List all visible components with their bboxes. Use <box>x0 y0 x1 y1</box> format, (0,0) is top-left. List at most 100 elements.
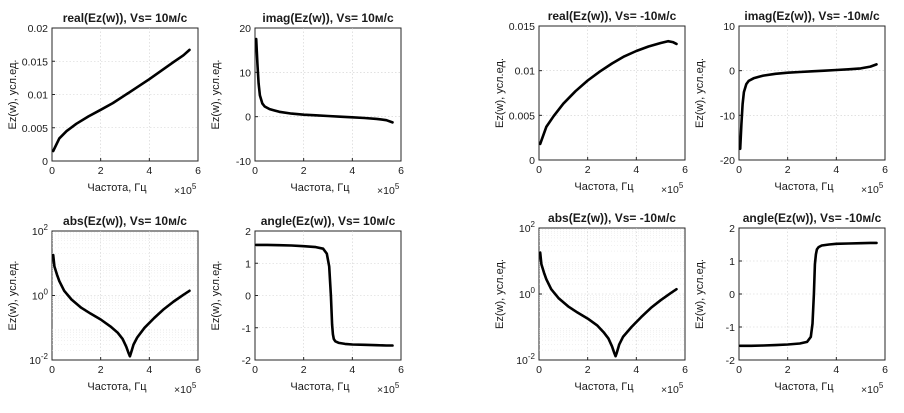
x-tick-label: 0 <box>536 364 542 376</box>
x-tick-label: 6 <box>398 165 404 177</box>
y-tick-label: -2 <box>242 355 251 367</box>
chart-title: real(Ez(w)), Vs= 10м/с <box>63 11 188 25</box>
y-tick-label: 10-2 <box>516 352 535 367</box>
subplot-6: 0 2 4 6 -20 -10 0 10 imag(Ez(w)), Vs= -10м/с Част… <box>694 9 888 196</box>
plot-area <box>738 25 886 161</box>
x-exponent-label: ×105 <box>377 182 400 197</box>
x-tick-label: 6 <box>195 165 201 177</box>
chart-title: angle(Ez(w)), Vs= 10м/с <box>261 214 396 228</box>
subplot-8: 0 2 4 6 -2 -1 0 1 2 angle(Ez(w)), Vs= -10м/с Часто… <box>694 211 888 396</box>
x-tick-label: 6 <box>682 164 688 176</box>
series-line-real <box>52 48 191 153</box>
series-line-angle <box>739 241 878 348</box>
x-exponent-label: ×105 <box>861 381 884 396</box>
y-tick-label: 0.005 <box>509 110 535 122</box>
y-axis-label: Ez(w), усл.ед. <box>694 58 706 128</box>
y-tick-label: 0.015 <box>22 56 48 68</box>
y-tick-label: 0 <box>729 66 735 78</box>
x-tick-label: 0 <box>736 364 742 376</box>
series-line-angle <box>255 243 394 347</box>
plot-area <box>738 227 886 361</box>
x-exponent-label: ×105 <box>174 182 197 197</box>
chart-title: imag(Ez(w)), Vs= -10м/с <box>744 9 880 23</box>
subplot-1: 0 2 4 6 0 0.005 0.01 0.015 0.02 real(Ez(w)), Vs= … <box>7 11 201 197</box>
x-tick-label: 4 <box>349 165 355 177</box>
y-tick-label: -10 <box>236 156 251 168</box>
y-tick-label: -20 <box>720 155 735 167</box>
y-axis-label: Ez(w), усл.ед. <box>494 58 506 128</box>
y-tick-label: -10 <box>720 110 735 122</box>
y-tick-label: 0 <box>245 291 251 303</box>
y-tick-label: 1 <box>729 256 735 268</box>
x-tick-label: 4 <box>833 364 839 376</box>
x-tick-label: 0 <box>49 165 55 177</box>
x-tick-label: 4 <box>146 364 152 376</box>
y-tick-label: 10 <box>723 21 735 33</box>
x-tick-label: 4 <box>633 164 639 176</box>
x-axis-label: Частота, Гц <box>574 181 634 193</box>
y-tick-label: -1 <box>242 323 251 335</box>
y-tick-label: 0.005 <box>22 123 48 135</box>
x-exponent-label: ×105 <box>661 181 684 196</box>
x-axis-label: Частота, Гц <box>87 182 147 194</box>
x-tick-label: 2 <box>98 165 104 177</box>
y-tick-label: 0 <box>245 112 251 124</box>
series-line-real <box>539 39 678 146</box>
x-tick-label: 0 <box>252 364 258 376</box>
y-tick-label: 0.015 <box>509 21 535 33</box>
subplot-3: 0 2 4 6 10-2 100 102 abs(Ez(w)), Vs= 10м/с Часто… <box>7 214 201 396</box>
y-axis-label: Ez(w), усл.ед. <box>7 60 19 130</box>
series-line-imag <box>739 63 878 151</box>
x-axis-label: Частота, Гц <box>87 381 147 393</box>
y-tick-label: 20 <box>239 23 251 35</box>
x-tick-label: 2 <box>585 364 591 376</box>
y-tick-label: -2 <box>726 355 735 367</box>
series-line-abs <box>539 251 678 358</box>
y-tick-label: 102 <box>32 223 49 238</box>
subplot-5: 0 2 4 6 0 0.005 0.01 0.015 real(Ez(w)), Vs= -10м… <box>494 9 688 196</box>
y-tick-label: 0.02 <box>28 23 49 35</box>
x-tick-label: 6 <box>882 164 888 176</box>
x-tick-label: 0 <box>252 165 258 177</box>
y-tick-label: 10-2 <box>29 352 48 367</box>
x-exponent-label: ×105 <box>174 381 197 396</box>
x-tick-label: 4 <box>349 364 355 376</box>
x-tick-label: 0 <box>49 364 55 376</box>
y-tick-label: 0 <box>729 289 735 301</box>
y-tick-label: 2 <box>245 226 251 238</box>
plot-area <box>254 27 402 162</box>
y-tick-label: 102 <box>519 220 536 235</box>
y-axis-label: Ez(w), усл.ед. <box>210 60 222 130</box>
plot-area <box>51 230 199 361</box>
x-tick-label: 4 <box>146 165 152 177</box>
y-axis-label: Ez(w), усл.ед. <box>494 259 506 329</box>
y-axis-label: Ez(w), усл.ед. <box>7 261 19 331</box>
chart-title: abs(Ez(w)), Vs= 10м/с <box>63 214 187 228</box>
x-tick-label: 6 <box>882 364 888 376</box>
x-tick-label: 2 <box>585 164 591 176</box>
y-tick-label: 100 <box>519 286 536 301</box>
y-axis-label: Ez(w), усл.ед. <box>694 259 706 329</box>
x-tick-label: 6 <box>195 364 201 376</box>
y-tick-label: 0 <box>42 156 48 168</box>
x-tick-label: 2 <box>301 364 307 376</box>
y-tick-label: 100 <box>32 288 49 303</box>
x-exponent-label: ×105 <box>661 381 684 396</box>
y-axis-label: Ez(w), усл.ед. <box>210 261 222 331</box>
y-tick-label: 0 <box>529 155 535 167</box>
x-tick-label: 2 <box>785 164 791 176</box>
x-exponent-label: ×105 <box>377 381 400 396</box>
x-tick-label: 2 <box>98 364 104 376</box>
x-tick-label: 4 <box>833 164 839 176</box>
x-axis-label: Частота, Гц <box>774 381 834 393</box>
plot-area <box>538 25 686 161</box>
y-tick-label: 2 <box>729 223 735 235</box>
x-exponent-label: ×105 <box>861 181 884 196</box>
x-axis-label: Частота, Гц <box>774 181 834 193</box>
x-tick-label: 4 <box>633 364 639 376</box>
subplot-7: 0 2 4 6 10-2 100 102 abs(Ez(w)), Vs= -10м/с Част… <box>494 211 688 396</box>
series-line-abs <box>52 253 191 358</box>
x-tick-label: 0 <box>536 164 542 176</box>
y-tick-label: 1 <box>245 258 251 270</box>
